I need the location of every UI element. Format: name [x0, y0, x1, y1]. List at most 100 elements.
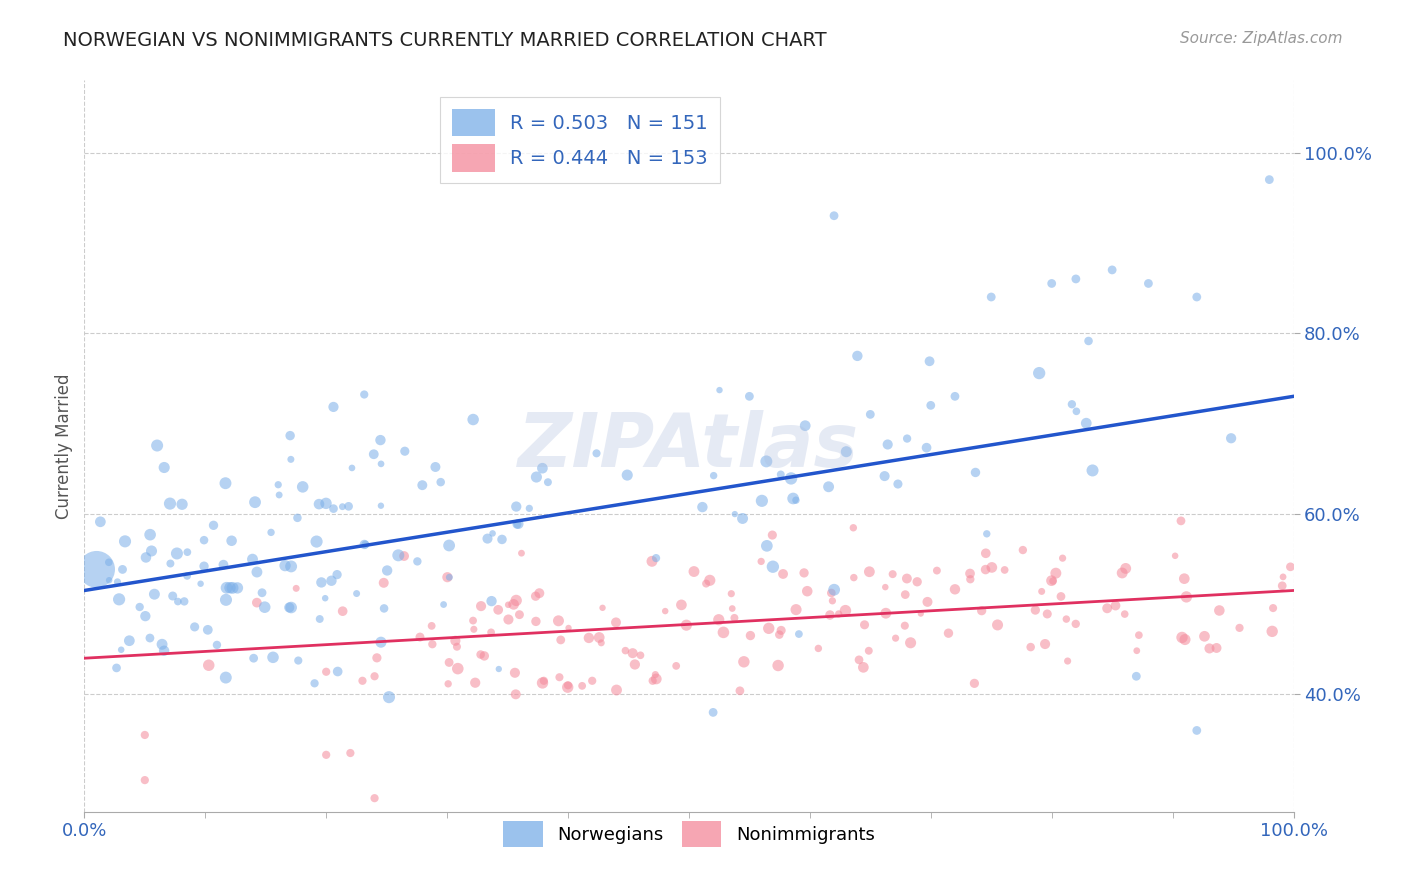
Point: [882, 567, 904, 582]
Point: [938, 626, 960, 640]
Point: [446, 640, 468, 654]
Point: [943, 389, 966, 403]
Point: [505, 500, 527, 514]
Point: [1111, 566, 1133, 580]
Point: [630, 648, 652, 663]
Point: [285, 582, 308, 596]
Point: [437, 677, 460, 691]
Point: [848, 653, 870, 667]
Point: [858, 644, 880, 658]
Point: [269, 488, 291, 502]
Point: [733, 655, 755, 669]
Point: [394, 444, 416, 458]
Point: [531, 676, 554, 690]
Point: [820, 586, 842, 600]
Point: [782, 491, 804, 506]
Point: [439, 570, 461, 584]
Point: [141, 544, 163, 558]
Point: [215, 592, 238, 607]
Point: [533, 673, 555, 688]
Point: [917, 595, 939, 609]
Point: [370, 635, 392, 649]
Point: [755, 454, 778, 468]
Point: [176, 545, 198, 559]
Point: [1174, 632, 1197, 647]
Point: [1175, 590, 1198, 604]
Point: [1173, 572, 1195, 586]
Legend: Norwegians, Nonimmigrants: Norwegians, Nonimmigrants: [496, 814, 882, 854]
Point: [1060, 397, 1083, 411]
Point: [287, 511, 309, 525]
Point: [785, 602, 807, 616]
Point: [769, 467, 792, 482]
Point: [139, 631, 162, 645]
Point: [547, 614, 569, 628]
Point: [524, 615, 547, 629]
Point: [215, 581, 238, 595]
Point: [1056, 654, 1078, 668]
Point: [278, 600, 301, 615]
Point: [905, 574, 928, 589]
Point: [491, 533, 513, 547]
Point: [692, 500, 714, 514]
Point: [702, 706, 724, 720]
Point: [253, 600, 276, 615]
Point: [817, 480, 839, 494]
Point: [250, 586, 273, 600]
Point: [437, 656, 460, 670]
Point: [793, 566, 815, 580]
Point: [321, 574, 343, 588]
Point: [557, 678, 579, 692]
Point: [274, 558, 297, 573]
Point: [1024, 603, 1046, 617]
Point: [900, 636, 922, 650]
Point: [1258, 172, 1281, 186]
Point: [422, 637, 444, 651]
Point: [645, 551, 668, 566]
Point: [1064, 272, 1087, 286]
Point: [721, 601, 744, 615]
Point: [370, 499, 392, 513]
Point: [246, 596, 269, 610]
Point: [761, 528, 783, 542]
Point: [1076, 416, 1098, 430]
Point: [571, 679, 593, 693]
Point: [363, 791, 385, 805]
Point: [834, 604, 856, 618]
Point: [314, 591, 336, 606]
Point: [447, 662, 470, 676]
Point: [146, 438, 169, 452]
Point: [1050, 590, 1073, 604]
Point: [818, 607, 841, 622]
Point: [645, 672, 668, 686]
Point: [896, 432, 918, 446]
Point: [755, 539, 778, 553]
Point: [526, 470, 548, 484]
Point: [1054, 612, 1077, 626]
Point: [1066, 404, 1088, 418]
Point: [925, 564, 948, 578]
Point: [166, 546, 188, 560]
Point: [591, 636, 613, 650]
Point: [616, 468, 638, 483]
Point: [114, 534, 136, 549]
Point: [605, 683, 627, 698]
Point: [176, 569, 198, 583]
Point: [581, 673, 603, 688]
Point: [304, 676, 326, 690]
Point: [1164, 549, 1187, 563]
Point: [197, 658, 219, 673]
Point: [614, 643, 637, 657]
Point: [858, 565, 880, 579]
Point: [720, 587, 742, 601]
Point: [1064, 616, 1087, 631]
Point: [807, 641, 830, 656]
Point: [337, 500, 360, 514]
Point: [1171, 631, 1194, 645]
Point: [1040, 277, 1063, 291]
Point: [86, 562, 108, 576]
Point: [488, 662, 510, 676]
Point: [326, 567, 349, 582]
Point: [486, 603, 509, 617]
Point: [1095, 601, 1118, 615]
